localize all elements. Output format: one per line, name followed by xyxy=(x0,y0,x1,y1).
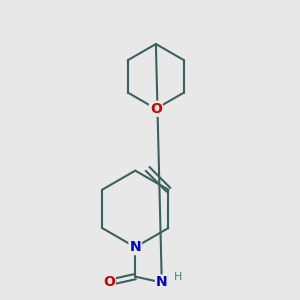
Text: N: N xyxy=(156,275,168,290)
Text: H: H xyxy=(174,272,182,282)
Text: O: O xyxy=(103,275,115,290)
Text: N: N xyxy=(130,240,141,254)
Text: O: O xyxy=(150,102,162,116)
